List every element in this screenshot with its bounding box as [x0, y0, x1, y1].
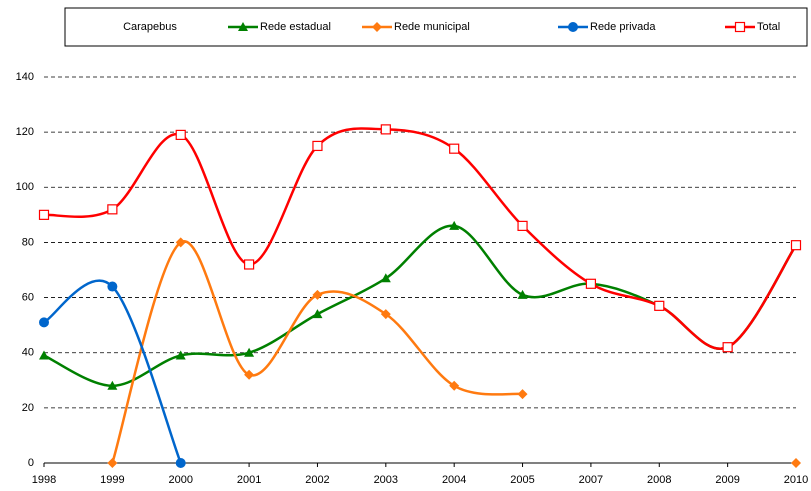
legend-marker [734, 21, 746, 33]
data-point [312, 309, 323, 319]
data-point [244, 347, 255, 357]
data-point [517, 389, 528, 400]
legend-label: Total [757, 21, 780, 33]
chart-title: Carapebus [123, 21, 177, 33]
data-point [654, 300, 665, 311]
data-point [791, 458, 801, 468]
y-tick-label: 140 [16, 71, 34, 83]
y-tick-label: 60 [22, 291, 34, 303]
series-line [43, 224, 798, 388]
x-tick-label: 2009 [715, 474, 739, 486]
x-tick-label: 2004 [442, 474, 466, 486]
data-point [449, 220, 460, 230]
legend-marker [238, 22, 248, 31]
y-tick-label: 20 [22, 402, 34, 414]
series-line [43, 127, 798, 351]
y-tick-label: 0 [28, 457, 34, 469]
x-tick-label: 2010 [784, 474, 808, 486]
series-line [112, 241, 796, 463]
y-tick-label: 40 [22, 347, 34, 359]
data-point [790, 240, 802, 251]
x-tick-label: 2008 [647, 474, 671, 486]
data-point [175, 237, 186, 248]
data-point [449, 380, 460, 391]
legend-marker [372, 22, 382, 32]
data-point [107, 458, 118, 468]
data-point [243, 259, 255, 270]
legend-box [64, 7, 808, 47]
data-point [39, 350, 49, 360]
data-point [722, 342, 733, 353]
y-tick-label: 100 [16, 181, 34, 193]
data-point [175, 129, 186, 140]
y-tick-label: 120 [16, 126, 34, 138]
y-tick-label: 80 [22, 236, 34, 248]
data-point [517, 220, 528, 231]
x-tick-label: 2007 [579, 474, 603, 486]
data-point [380, 273, 391, 283]
legend-marker [568, 22, 578, 32]
x-tick-label: 1999 [100, 474, 124, 486]
data-point [175, 350, 186, 360]
legend-label: Rede estadual [260, 21, 331, 33]
x-tick-label: 2001 [237, 474, 261, 486]
data-point [585, 278, 597, 289]
legend-label: Rede privada [590, 21, 656, 33]
legend-label: Rede municipal [394, 21, 470, 33]
data-point [449, 143, 460, 154]
data-point [107, 380, 118, 390]
data-point [107, 281, 118, 292]
series-line [43, 279, 182, 464]
data-point [244, 369, 255, 380]
x-tick-label: 2002 [305, 474, 329, 486]
data-point [380, 124, 391, 135]
x-tick-label: 2003 [374, 474, 398, 486]
x-tick-label: 2000 [168, 474, 192, 486]
x-tick-label: 1998 [32, 474, 56, 486]
data-point [107, 204, 118, 215]
data-point [39, 317, 49, 328]
data-point [312, 140, 323, 152]
data-point [517, 289, 528, 299]
data-point [312, 289, 323, 300]
data-point [175, 458, 186, 468]
data-point [38, 209, 50, 220]
x-tick-label: 2005 [510, 474, 534, 486]
data-point [380, 309, 391, 320]
